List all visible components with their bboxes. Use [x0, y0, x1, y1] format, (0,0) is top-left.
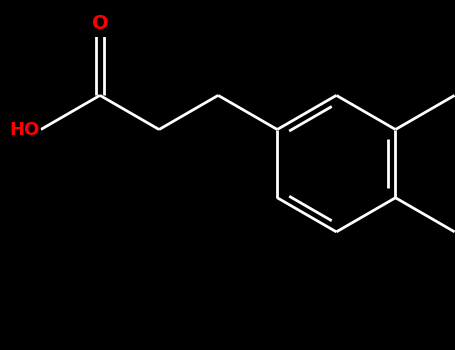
Text: HO: HO: [10, 120, 40, 139]
Text: O: O: [91, 14, 108, 33]
